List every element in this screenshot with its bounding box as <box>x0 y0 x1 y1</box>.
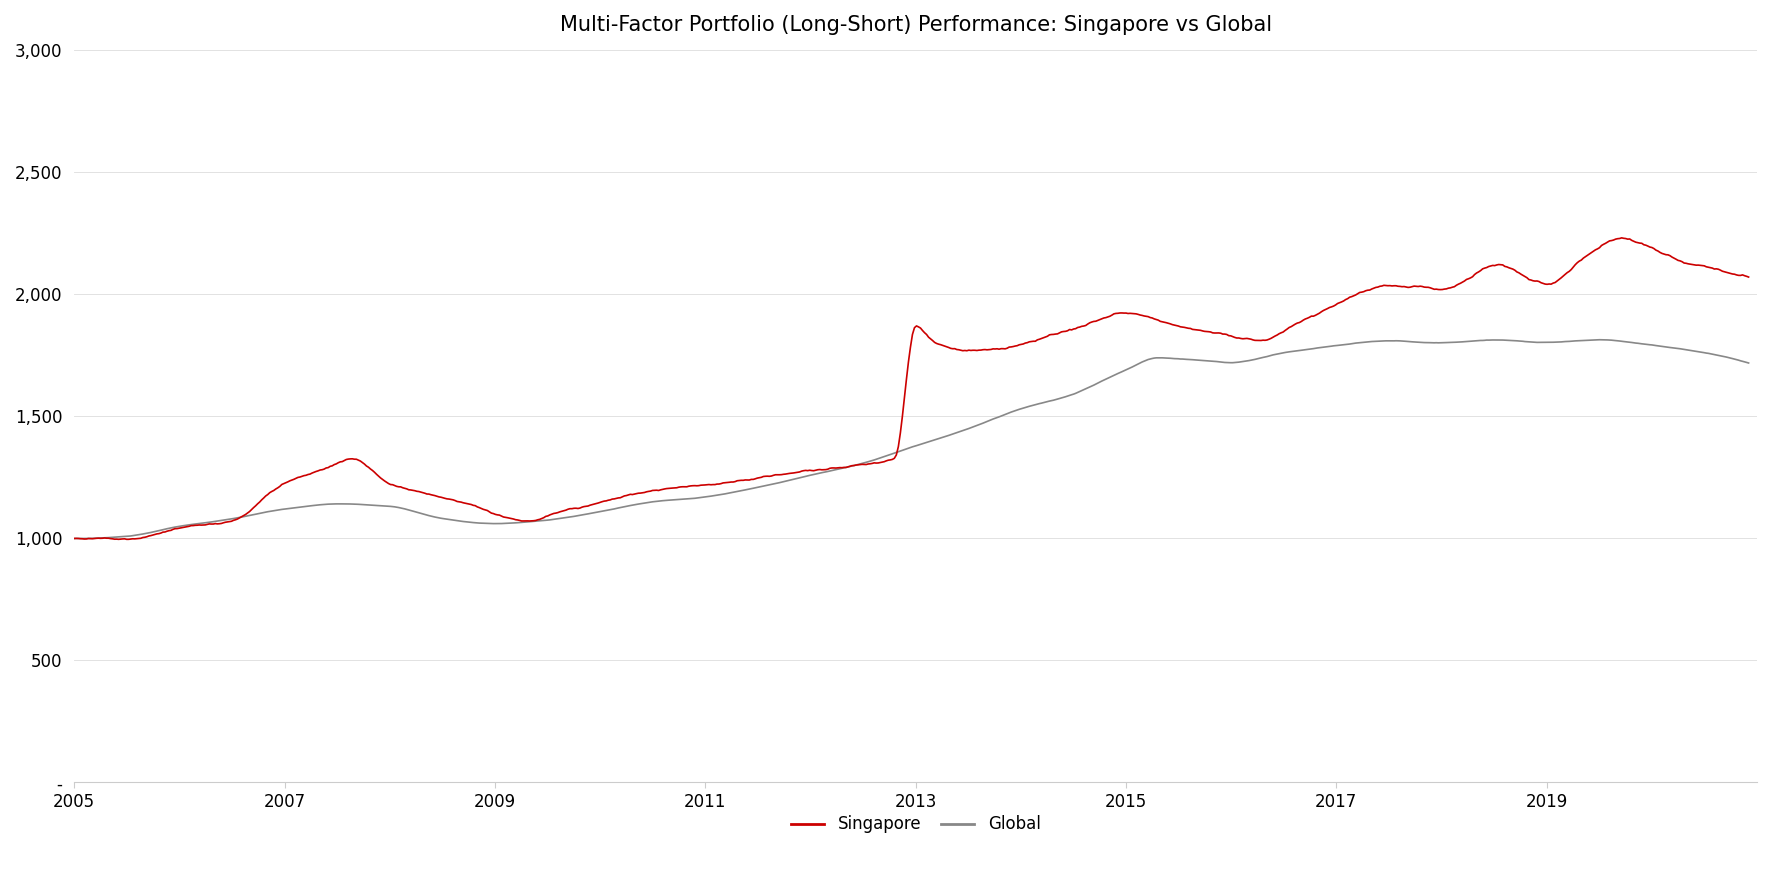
Legend: Singapore, Global: Singapore, Global <box>783 809 1047 840</box>
Title: Multi-Factor Portfolio (Long-Short) Performance: Singapore vs Global: Multi-Factor Portfolio (Long-Short) Perf… <box>560 15 1272 35</box>
